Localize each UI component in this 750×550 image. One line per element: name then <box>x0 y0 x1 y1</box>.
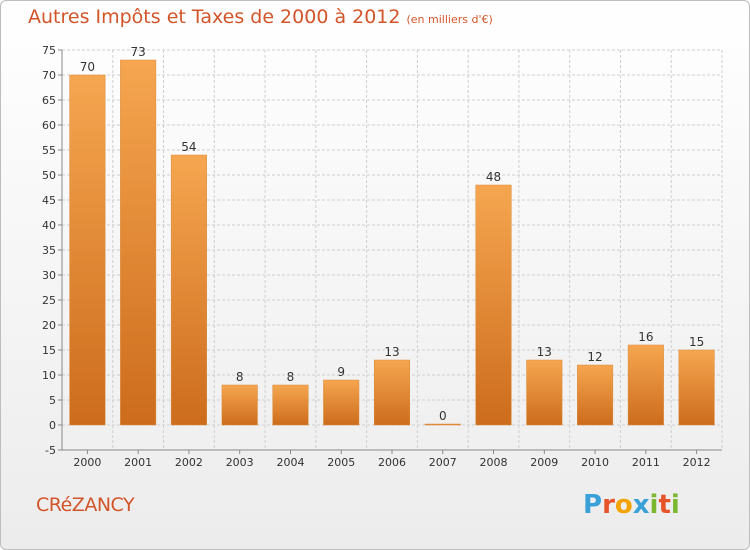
bar-2004 <box>272 384 309 426</box>
bar-value-label: 48 <box>486 170 501 184</box>
bar-value-label: 8 <box>236 370 244 384</box>
bar-value-label: 12 <box>587 350 602 364</box>
bar-2008 <box>475 184 512 426</box>
x-tick-label: 2012 <box>683 456 711 469</box>
logo-letter: o <box>614 490 633 520</box>
x-tick-label: 2003 <box>226 456 254 469</box>
logo-letter: i <box>670 490 680 520</box>
bar-value-label: 13 <box>537 345 552 359</box>
x-tick-label: 2008 <box>480 456 508 469</box>
y-tick-label: 0 <box>49 419 56 432</box>
bar-value-label: 8 <box>287 370 295 384</box>
y-tick-label: 10 <box>42 369 56 382</box>
bar-value-label: 13 <box>384 345 399 359</box>
logo-letter: x <box>632 490 650 520</box>
proxiti-logo[interactable]: Proxiti <box>583 490 680 520</box>
bar-value-label: 73 <box>131 45 146 59</box>
y-tick-label: 15 <box>42 344 56 357</box>
y-tick-label: 25 <box>42 294 56 307</box>
x-tick-label: 2011 <box>632 456 660 469</box>
bar-value-label: 9 <box>337 365 345 379</box>
bar-2007 <box>424 423 461 426</box>
bar-2009 <box>526 359 563 426</box>
y-tick-label: 55 <box>42 144 56 157</box>
bar-2000 <box>69 74 106 426</box>
y-tick-label: 30 <box>42 269 56 282</box>
bar-2012 <box>678 349 715 426</box>
y-tick-label: 35 <box>42 244 56 257</box>
bar-value-label: 15 <box>689 335 704 349</box>
x-tick-label: 2010 <box>581 456 609 469</box>
chart-title-text: Autres Impôts et Taxes de 2000 à 2012 <box>28 6 401 28</box>
y-tick-label: 50 <box>42 169 56 182</box>
bar-value-label: 70 <box>80 60 95 74</box>
y-tick-label: 75 <box>42 44 56 57</box>
commune-name: CRéZANCY <box>36 494 135 516</box>
chart-title: Autres Impôts et Taxes de 2000 à 2012 (en… <box>28 6 493 28</box>
bar-2010 <box>577 364 614 426</box>
bar-2006 <box>373 359 411 426</box>
bar-2002 <box>170 154 207 426</box>
chart-subtitle: (en milliers d'€) <box>406 13 493 26</box>
bar-2003 <box>221 384 258 426</box>
labels: -5 0 5 10 15 20 25 30 35 40 45 50 55 60 65 70 75 70 2000 73… <box>42 44 711 469</box>
y-tick-label: 45 <box>42 194 56 207</box>
x-tick-label: 2009 <box>530 456 558 469</box>
x-tick-label: 2005 <box>327 456 355 469</box>
bar-value-label: 54 <box>181 140 196 154</box>
y-tick-label: 60 <box>42 119 56 132</box>
bar-value-label: 16 <box>638 330 653 344</box>
y-tick-label: 40 <box>42 219 56 232</box>
logo-letter: t <box>658 490 671 520</box>
bar-2001 <box>120 59 157 426</box>
x-tick-label: 2000 <box>73 456 101 469</box>
y-tick-label: 70 <box>42 69 56 82</box>
x-tick-label: 2002 <box>175 456 203 469</box>
y-tick-label: 20 <box>42 319 56 332</box>
bar-value-label: 0 <box>439 409 447 423</box>
y-tick-label: 5 <box>49 394 56 407</box>
axes <box>58 49 722 454</box>
y-tick-label: 65 <box>42 94 56 107</box>
x-tick-label: 2006 <box>378 456 406 469</box>
bar-2005 <box>323 379 360 426</box>
bars <box>69 59 715 426</box>
x-tick-label: 2001 <box>124 456 152 469</box>
logo-letter: i <box>649 490 659 520</box>
y-tick-label: -5 <box>45 444 56 457</box>
x-tick-label: 2007 <box>429 456 457 469</box>
x-tick-label: 2004 <box>276 456 304 469</box>
logo-letter: P <box>583 490 603 520</box>
bar-2011 <box>627 344 664 426</box>
logo-letter: r <box>602 490 615 520</box>
